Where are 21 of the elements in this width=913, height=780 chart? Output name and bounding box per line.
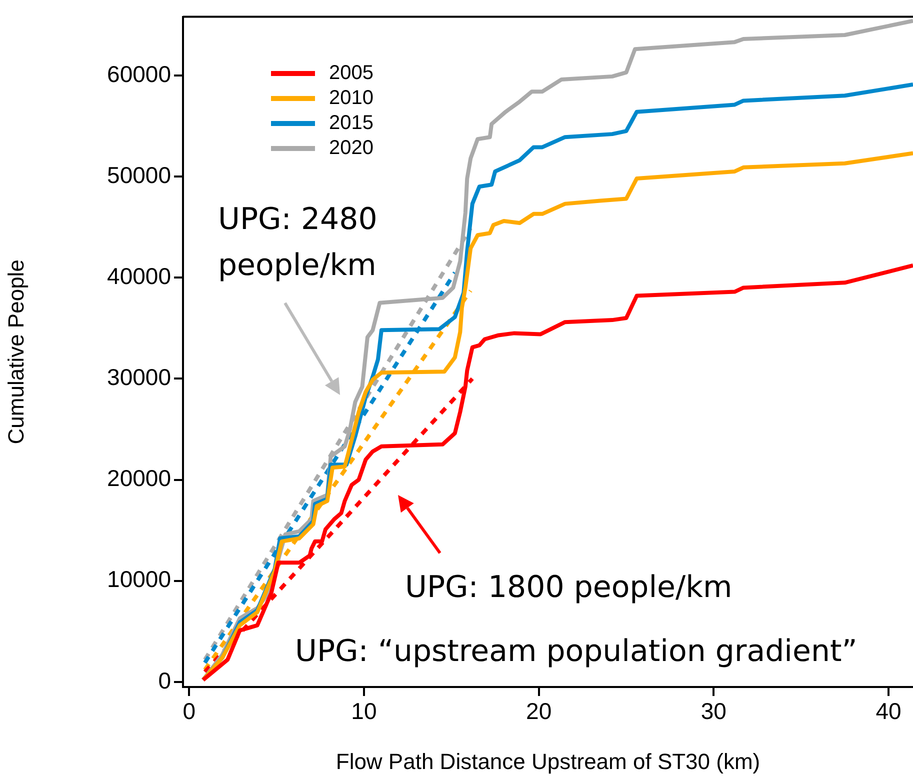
legend-label: 2005 <box>329 60 374 86</box>
y-tick-label: 50000 <box>107 162 171 188</box>
legend-label: 2020 <box>329 136 374 161</box>
x-tick-label: 20 <box>526 698 552 724</box>
y-tick-label: 10000 <box>107 566 171 592</box>
y-tick-label: 30000 <box>107 364 171 390</box>
y-tick-label: 60000 <box>107 60 171 87</box>
y-tick-label: 40000 <box>107 262 171 289</box>
legend-label: 2015 <box>329 110 374 136</box>
annotation: UPG: “upstream population gradient” <box>295 632 858 671</box>
x-tick-label: 10 <box>351 698 377 724</box>
x-tick-label: 40 <box>876 698 902 724</box>
x-tick-label: 0 <box>182 698 196 724</box>
x-tick-label: 30 <box>700 698 726 724</box>
y-tick-label: 0 <box>158 667 171 694</box>
y-tick-label: 20000 <box>107 465 171 492</box>
legend-label: 2010 <box>329 86 374 111</box>
y-axis-title: Cumulative People <box>3 260 28 444</box>
x-axis-title: Flow Path Distance Upstream of ST30 (km) <box>336 748 760 774</box>
annotation: UPG: 2480 people/km <box>218 200 378 285</box>
annotation: UPG: 1800 people/km <box>405 568 732 607</box>
